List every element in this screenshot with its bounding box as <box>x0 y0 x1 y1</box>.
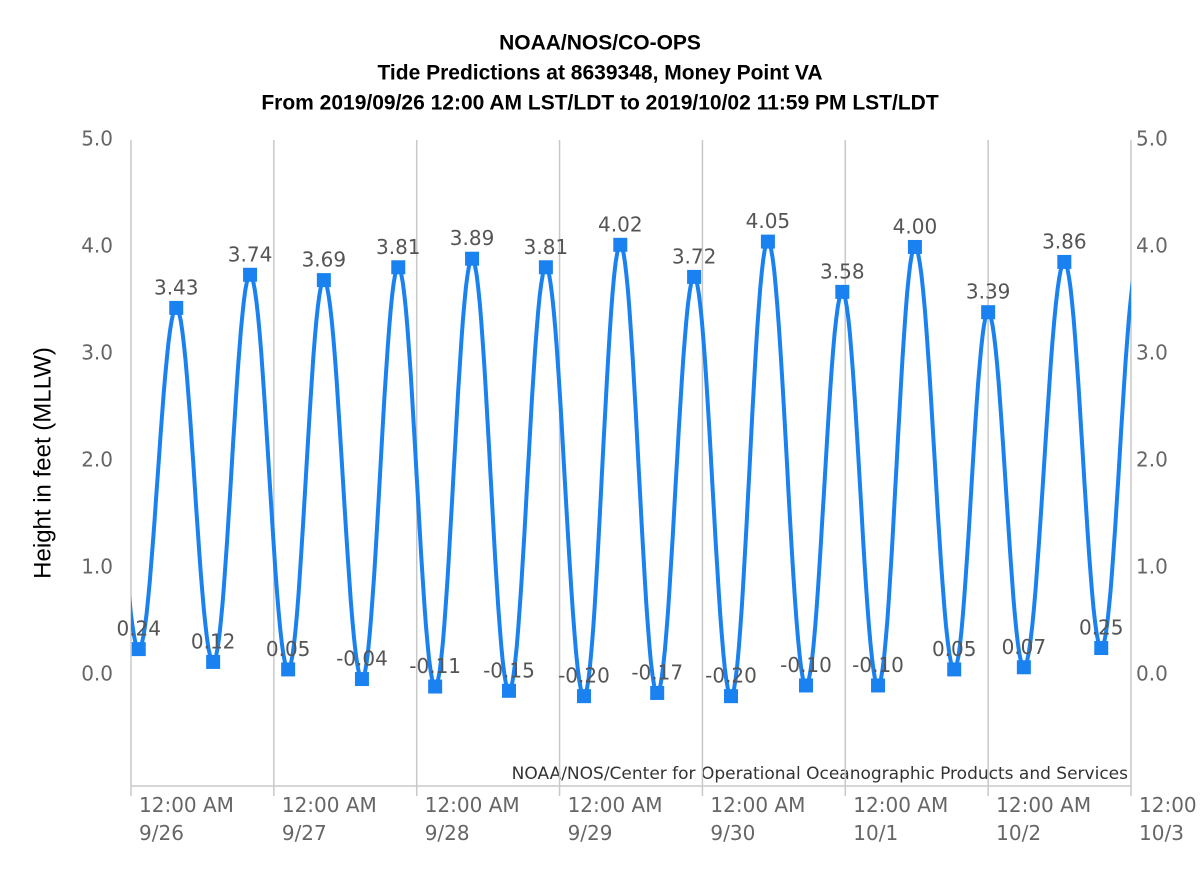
data-label: 3.69 <box>302 248 347 272</box>
data-label: 3.81 <box>376 235 421 259</box>
marker <box>687 269 702 284</box>
marker <box>613 237 628 252</box>
marker <box>501 683 516 698</box>
marker <box>1057 254 1072 269</box>
data-label: 3.74 <box>228 242 273 266</box>
data-label: 3.58 <box>820 259 865 283</box>
y-tick-label: 3.0 <box>81 340 113 364</box>
data-label: -0.15 <box>483 658 535 682</box>
marker <box>354 672 369 687</box>
marker <box>316 273 331 288</box>
data-label: 3.81 <box>524 235 569 259</box>
y2-tick-label: 5.0 <box>1136 127 1168 151</box>
marker <box>206 654 221 669</box>
data-label: 3.39 <box>966 280 1011 304</box>
data-label: -0.20 <box>705 664 757 688</box>
data-label: -0.17 <box>631 660 683 684</box>
x-tick-label: 12:00 AM 9/26 <box>139 793 234 845</box>
data-label: 4.00 <box>893 214 938 238</box>
data-label: 0.07 <box>1002 635 1047 659</box>
marker <box>428 679 443 694</box>
data-label: 0.05 <box>266 637 311 661</box>
x-tick-label: 12:00 AM 9/30 <box>710 793 805 845</box>
data-label: 3.86 <box>1042 229 1087 253</box>
data-label: 0.24 <box>116 617 161 641</box>
y-tick-label: 2.0 <box>81 447 113 471</box>
marker <box>1016 660 1031 675</box>
y-tick-label: 5.0 <box>81 127 113 151</box>
marker <box>947 662 962 677</box>
marker <box>650 685 665 700</box>
y2-tick-label: 3.0 <box>1136 340 1168 364</box>
y2-tick-label: 4.0 <box>1136 233 1168 257</box>
data-label: 3.89 <box>450 226 495 250</box>
marker <box>799 678 813 693</box>
data-label: 0.25 <box>1079 616 1124 640</box>
data-label: -0.10 <box>852 653 904 677</box>
marker <box>538 260 553 275</box>
data-label: 3.43 <box>154 275 199 299</box>
marker <box>907 239 922 254</box>
y2-tick-label: 2.0 <box>1136 447 1168 471</box>
marker <box>391 260 406 275</box>
x-tick-label: 12:00 AM 10/2 <box>996 793 1091 845</box>
chart-title: From 2019/09/26 12:00 AM LST/LDT to 2019… <box>261 92 938 115</box>
marker <box>835 284 850 299</box>
marker <box>981 305 996 320</box>
x-tick-label: 12:00 AM 9/28 <box>425 793 520 845</box>
marker <box>724 689 738 704</box>
marker <box>243 267 258 282</box>
y2-tick-label: 0.0 <box>1136 661 1168 685</box>
credits: NOAA/NOS/Center for Operational Oceanogr… <box>512 764 1128 784</box>
data-label: 4.05 <box>746 209 791 233</box>
marker <box>760 234 775 249</box>
y-axis-title: Height in feet (MLLW) <box>29 347 56 579</box>
data-label: 0.12 <box>191 629 236 653</box>
marker <box>576 689 591 704</box>
marker <box>131 642 146 657</box>
y-tick-label: 1.0 <box>81 554 113 578</box>
data-label: 4.02 <box>598 212 643 236</box>
y-tick-label: 0.0 <box>81 661 113 685</box>
data-label: 0.05 <box>932 637 977 661</box>
x-tick-label: 12:00 AM 9/27 <box>282 793 377 845</box>
y-tick-label: 4.0 <box>81 233 113 257</box>
data-label: -0.10 <box>780 653 832 677</box>
chart-title: Tide Predictions at 8639348, Money Point… <box>377 62 822 85</box>
marker <box>169 300 184 315</box>
chart-title: NOAA/NOS/CO-OPS <box>499 32 701 55</box>
data-label: 3.72 <box>672 244 717 268</box>
data-label: -0.04 <box>336 647 388 671</box>
marker <box>281 662 296 677</box>
x-tick-label: 12:00 AM 9/29 <box>568 793 663 845</box>
marker <box>871 678 886 693</box>
data-label: -0.20 <box>558 664 610 688</box>
y2-tick-label: 1.0 <box>1136 554 1168 578</box>
data-label: -0.11 <box>409 654 461 678</box>
x-tick-label: 12:00 10/3 <box>1139 793 1197 845</box>
marker <box>1094 641 1109 656</box>
x-tick-label: 12:00 AM 10/1 <box>853 793 948 845</box>
marker <box>465 251 480 266</box>
